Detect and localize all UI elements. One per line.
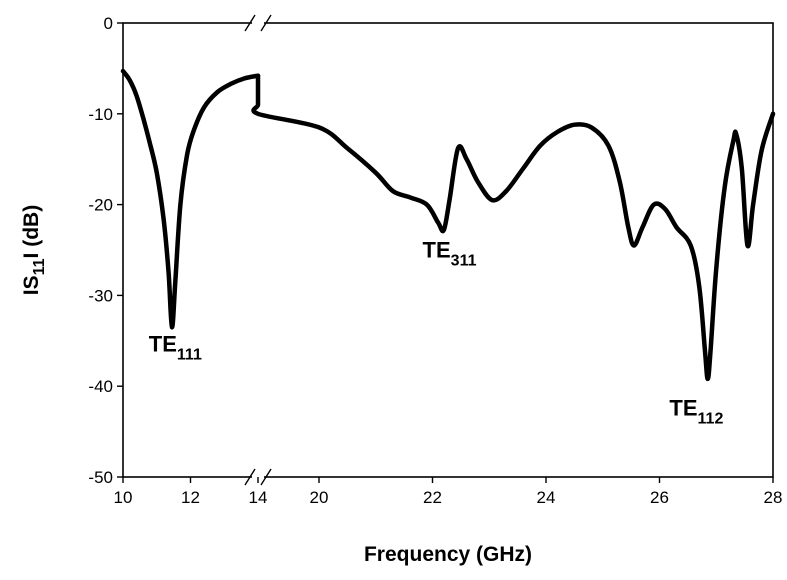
mode-label-subscript: 112 — [698, 410, 724, 427]
mode-label-te112: TE112 — [669, 395, 723, 427]
mode-label-subscript: 111 — [177, 347, 202, 364]
plot-frame — [122, 22, 774, 478]
x-tick-label: 22 — [423, 488, 442, 507]
data-series — [120, 68, 776, 382]
axis-break-slash-bottom-1 — [244, 468, 256, 486]
mode-label-main: TE — [669, 395, 697, 420]
y-tick-label: -20 — [88, 196, 113, 215]
y-axis-title-subscript: 11 — [31, 258, 48, 275]
plot-border — [122, 22, 774, 478]
y-axis-title-prefix: IS — [20, 275, 43, 295]
x-tick-label: 20 — [310, 488, 329, 507]
mode-label-te311: TE311 — [423, 237, 477, 269]
x-axis-title: Frequency (GHz) — [364, 543, 532, 566]
y-axis-title-suffix: I (dB) — [20, 205, 43, 259]
axis-break-slash-top-2 — [260, 14, 272, 32]
y-axis-title: IS11I (dB) — [20, 205, 48, 295]
x-tick-label: 14 — [249, 488, 268, 507]
x-tick-label: 12 — [181, 488, 200, 507]
axis-break-gap-top — [252, 13, 264, 33]
axis-break-slash-bottom-2 — [260, 468, 272, 486]
y-tick-label: -50 — [88, 468, 113, 487]
s11-curve-segment-2 — [251, 73, 776, 382]
x-axis-ticks: 10 12 14 20 22 24 26 28 — [114, 477, 783, 507]
y-tick-label: -40 — [88, 377, 113, 396]
axis-break-slash-top-1 — [244, 14, 256, 32]
mode-label-main: TE — [423, 237, 451, 262]
y-axis-ticks: 0 -10 -20 -30 -40 -50 — [88, 14, 123, 487]
x-tick-label: 24 — [537, 488, 556, 507]
x-tick-label: 10 — [114, 488, 133, 507]
x-tick-label: 26 — [650, 488, 669, 507]
y-tick-label: -30 — [88, 286, 113, 305]
y-tick-label: 0 — [104, 14, 113, 33]
mode-label-subscript: 311 — [451, 252, 477, 269]
y-tick-label: -10 — [88, 105, 113, 124]
mode-label-main: TE — [149, 332, 177, 357]
x-tick-label: 28 — [764, 488, 783, 507]
x-axis-break-marker — [244, 13, 272, 487]
s11-curve-segment-1 — [120, 68, 261, 330]
mode-label-te111: TE111 — [149, 332, 202, 364]
